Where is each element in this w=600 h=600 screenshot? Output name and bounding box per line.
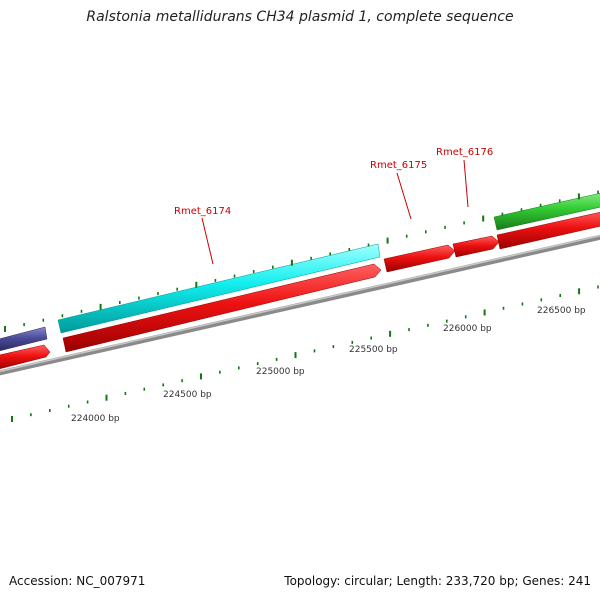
- tick-marks: [4, 190, 599, 422]
- leader-rmet6174: [201, 217, 214, 265]
- gene-green: [493, 192, 600, 231]
- gene-label-rmet6175: Rmet_6175: [370, 160, 427, 171]
- scale-label-224500: 224500 bp: [163, 390, 212, 400]
- leader-rmet6176: [463, 159, 469, 208]
- gene-red-1: [0, 344, 51, 369]
- gene-red-2: [62, 263, 382, 353]
- scale-label-226000: 226000 bp: [443, 324, 492, 334]
- gene-red-3: [496, 211, 600, 250]
- scale-label-224000: 224000 bp: [71, 414, 120, 424]
- map-title: Ralstonia metallidurans CH34 plasmid 1, …: [86, 9, 514, 25]
- gene-cyan: [57, 243, 381, 334]
- plasmid-backbone-highlight: [0, 234, 600, 373]
- scale-label-225500: 225500 bp: [349, 345, 398, 355]
- gene-label-rmet6174: Rmet_6174: [174, 206, 231, 217]
- leader-rmet6175: [396, 172, 412, 220]
- gene-red-rmet6176: [452, 235, 500, 258]
- scale-label-225000: 225000 bp: [256, 367, 305, 377]
- scale-label-226500: 226500 bp: [537, 306, 586, 316]
- plasmid-backbone: [0, 234, 600, 376]
- gene-red-rmet6175: [383, 244, 456, 273]
- gene-label-rmet6176: Rmet_6176: [436, 147, 493, 158]
- accession-text: Accession: NC_007971: [9, 574, 146, 588]
- topology-summary: Topology: circular; Length: 233,720 bp; …: [284, 574, 591, 588]
- gene-purple: [0, 326, 48, 352]
